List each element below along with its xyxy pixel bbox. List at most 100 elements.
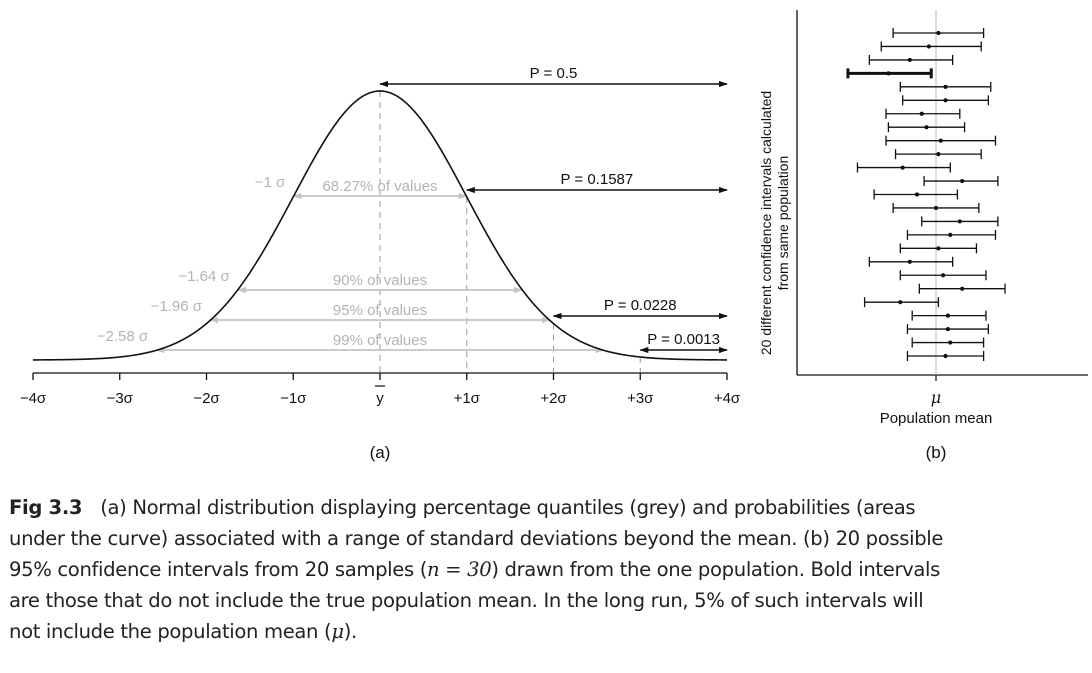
tick-label: +3σ: [627, 390, 654, 407]
sample-mean-point: [907, 259, 912, 264]
sample-mean-point: [941, 273, 946, 278]
sample-mean-point: [936, 246, 941, 251]
quantile-intervals: 68.27% of values −1 σ 90% of values −1.64 σ…: [97, 174, 605, 354]
caption-line-3: 95% confidence intervals from 20 samples…: [9, 554, 1085, 585]
probability-label: P = 0.0228: [604, 297, 677, 314]
confidence-interval-bold: [846, 68, 933, 79]
confidence-interval: [868, 256, 954, 267]
y-axis-label-line1: 20 different confidence intervals calcul…: [758, 91, 774, 355]
sample-mean-point: [957, 219, 962, 224]
normal-distribution-panel: 68.27% of values −1 σ 90% of values −1.64 σ…: [20, 65, 741, 462]
sample-mean-point: [898, 300, 903, 305]
confidence-interval: [911, 337, 985, 348]
panel-label-b: (b): [926, 443, 947, 462]
caption-text-5b: ).: [343, 620, 358, 643]
tick-label: +4σ: [714, 390, 741, 407]
x-axis-label: Population mean: [880, 410, 993, 427]
sample-mean-point: [886, 71, 891, 76]
quantile-label: 99% of values: [333, 332, 427, 349]
caption-math-n: n = 30: [427, 558, 492, 581]
sample-mean-point: [948, 340, 953, 345]
sample-mean-point: [943, 84, 948, 89]
confidence-interval: [892, 28, 985, 38]
confidence-interval: [918, 283, 1006, 294]
sample-mean-point: [919, 111, 924, 116]
confidence-interval: [887, 122, 966, 133]
quantile-label: 68.27% of values: [322, 178, 437, 195]
plot-frame: [796, 10, 1088, 376]
confidence-interval: [873, 189, 959, 200]
confidence-interval: [892, 202, 980, 213]
sample-mean-point: [936, 30, 941, 36]
probability-arrows: P = 0.5 P = 0.1587 P = 0.0228 P = 0.0013: [379, 65, 728, 354]
tick-label: −3σ: [107, 390, 134, 407]
tick-label: y: [376, 390, 384, 407]
x-axis: −4σ −3σ −2σ −1σ y +1σ +2σ +3σ +4σ: [20, 372, 741, 407]
sigma-guide-lines: [379, 91, 641, 372]
sample-mean-point: [907, 57, 912, 63]
mu-symbol: μ: [931, 388, 941, 407]
confidence-interval: [899, 270, 987, 281]
caption-line-2: under the curve) associated with a range…: [9, 527, 944, 550]
caption-text-5a: not include the population mean (: [9, 620, 332, 643]
sample-mean-point: [933, 205, 939, 211]
sigma-label: −2.58 σ: [97, 328, 149, 345]
confidence-interval: [902, 95, 990, 106]
quantile-label: 95% of values: [333, 302, 427, 319]
confidence-interval: [880, 41, 982, 52]
confidence-intervals: [846, 10, 1006, 381]
sigma-label: −1.64 σ: [178, 268, 230, 285]
confidence-intervals-panel: 20 different confidence intervals calcul…: [758, 10, 1088, 462]
caption-figure-label: Fig 3.3: [9, 496, 83, 519]
caption-text-3a: 95% confidence intervals from 20 samples…: [9, 558, 428, 581]
sigma-label: −1.96 σ: [151, 298, 203, 315]
tick-label: −2σ: [193, 390, 220, 407]
sample-mean-point: [914, 192, 920, 197]
sample-mean-point: [948, 232, 953, 237]
caption-text-3b: ) drawn from the one population. Bold in…: [491, 558, 941, 581]
confidence-interval: [885, 135, 997, 146]
sample-mean-point: [936, 152, 941, 157]
confidence-interval: [911, 310, 987, 321]
probability-label: P = 0.5: [530, 65, 578, 82]
sample-mean-point: [960, 178, 965, 184]
tick-label: −1σ: [280, 390, 307, 407]
y-axis-label: 20 different confidence intervals calcul…: [758, 91, 791, 355]
tick-label: −4σ: [20, 390, 47, 407]
sample-mean-point: [945, 313, 951, 318]
probability-label: P = 0.0013: [647, 331, 720, 348]
sample-mean-point: [943, 353, 948, 359]
confidence-interval: [899, 81, 992, 92]
confidence-interval: [906, 351, 985, 361]
sample-mean-point: [945, 326, 951, 332]
confidence-interval: [906, 324, 990, 335]
confidence-interval: [885, 108, 961, 119]
sigma-label: −1 σ: [255, 174, 286, 191]
panel-label-a: (a): [370, 443, 391, 462]
sample-mean-point: [943, 98, 948, 103]
confidence-interval: [868, 54, 954, 65]
probability-label: P = 0.1587: [561, 171, 634, 188]
sample-mean-point: [924, 125, 929, 130]
caption-line-4: are those that do not include the true p…: [9, 589, 924, 612]
confidence-interval: [894, 149, 982, 160]
sample-mean-point: [926, 44, 931, 49]
caption-math-mu: μ: [331, 620, 344, 643]
figure: 68.27% of values −1 σ 90% of values −1.64 σ…: [20, 10, 1088, 462]
sample-mean-point: [900, 165, 905, 170]
tick-label: +2σ: [540, 390, 567, 407]
sample-mean-point: [938, 138, 943, 143]
confidence-interval: [923, 176, 999, 187]
caption-text-1: (a) Normal distribution displaying perce…: [100, 496, 916, 519]
caption-line-5: not include the population mean (μ).: [9, 616, 1085, 647]
sample-mean-point: [960, 286, 965, 291]
caption-line-1: Fig 3.3 (a) Normal distribution displayin…: [9, 492, 1085, 523]
confidence-interval: [906, 229, 997, 240]
tick-label: +1σ: [454, 390, 481, 407]
normal-curve: [32, 90, 728, 361]
quantile-label: 90% of values: [333, 272, 427, 289]
figure-caption: Fig 3.3 (a) Normal distribution displayin…: [9, 492, 1085, 647]
confidence-interval: [856, 162, 951, 173]
y-axis-label-line2: from same population: [775, 156, 791, 291]
confidence-interval: [899, 243, 978, 254]
